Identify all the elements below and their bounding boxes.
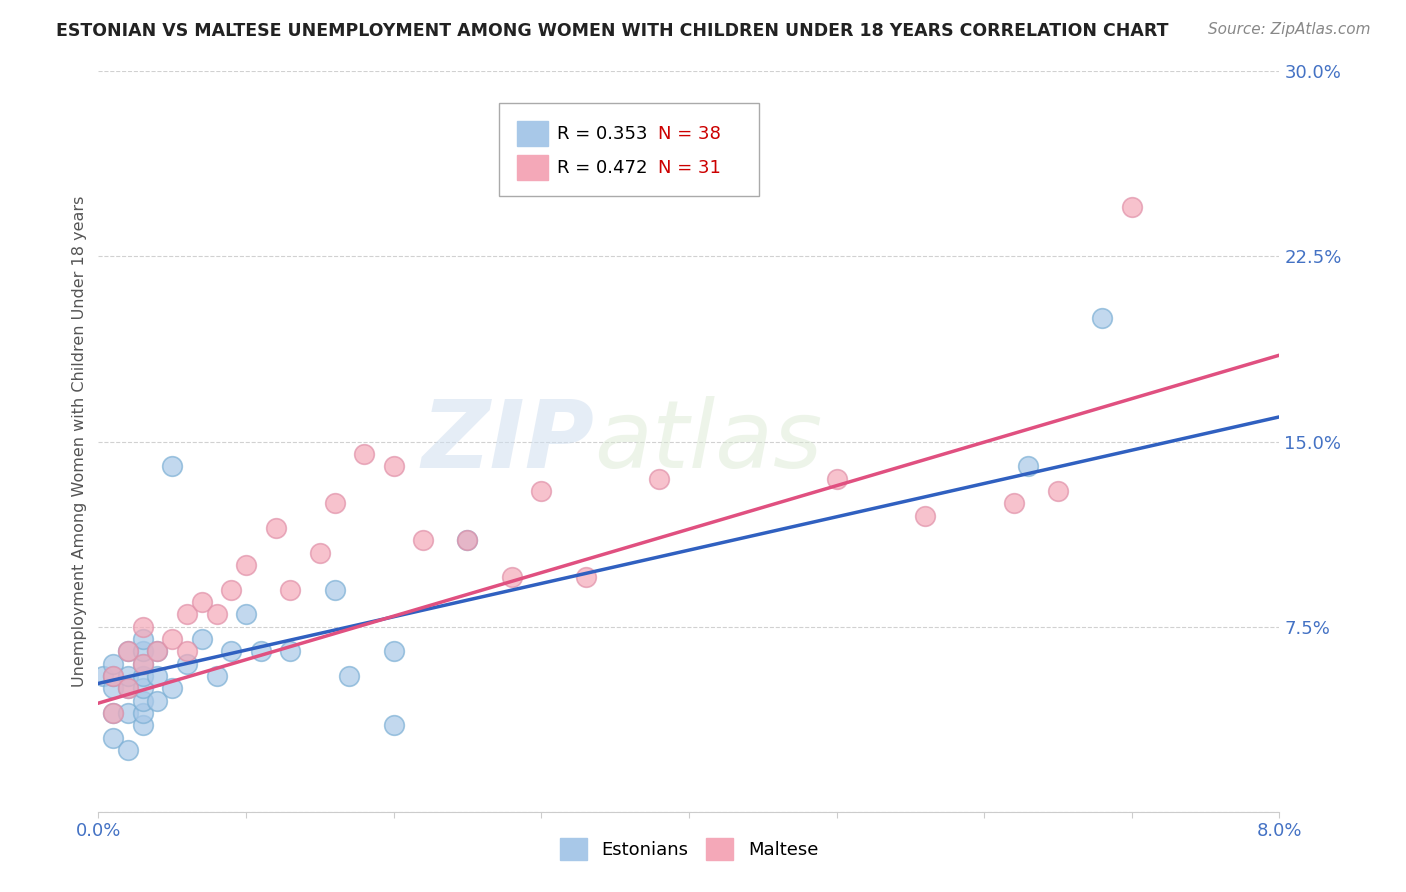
Point bbox=[575, 570, 598, 584]
Text: N = 38: N = 38 bbox=[658, 125, 721, 143]
Point bbox=[132, 657, 155, 671]
Point bbox=[382, 459, 405, 474]
Text: atlas: atlas bbox=[595, 396, 823, 487]
Point bbox=[162, 681, 183, 696]
Point bbox=[117, 681, 139, 696]
Point bbox=[132, 681, 155, 696]
Point bbox=[191, 632, 214, 646]
Point bbox=[353, 447, 375, 461]
Point bbox=[117, 669, 139, 683]
Point bbox=[323, 496, 346, 510]
Point bbox=[146, 694, 169, 708]
Point bbox=[530, 483, 553, 498]
Point bbox=[146, 644, 169, 658]
Y-axis label: Unemployment Among Women with Children Under 18 years: Unemployment Among Women with Children U… bbox=[72, 196, 87, 687]
Point bbox=[132, 657, 155, 671]
Point bbox=[1091, 311, 1114, 326]
Point bbox=[132, 632, 155, 646]
Point bbox=[412, 533, 434, 548]
Point bbox=[117, 706, 139, 720]
Text: N = 31: N = 31 bbox=[658, 159, 721, 177]
Point bbox=[1046, 483, 1070, 498]
Point bbox=[146, 644, 169, 658]
Legend: Estonians, Maltese: Estonians, Maltese bbox=[551, 830, 827, 870]
Point bbox=[117, 644, 139, 658]
Point bbox=[457, 533, 479, 548]
Point bbox=[146, 669, 169, 683]
Point bbox=[221, 582, 243, 597]
Text: R = 0.353: R = 0.353 bbox=[557, 125, 647, 143]
Point bbox=[103, 669, 125, 683]
Point bbox=[280, 582, 302, 597]
Point bbox=[235, 558, 257, 572]
Point bbox=[117, 644, 139, 658]
Point bbox=[132, 619, 155, 633]
Point bbox=[103, 669, 125, 683]
Point bbox=[235, 607, 257, 622]
Point bbox=[1002, 496, 1025, 510]
Point bbox=[162, 632, 183, 646]
Point bbox=[132, 706, 155, 720]
Text: ZIP: ZIP bbox=[422, 395, 595, 488]
Point bbox=[825, 471, 848, 485]
Point bbox=[117, 743, 139, 757]
Point bbox=[132, 644, 155, 658]
Point bbox=[250, 644, 273, 658]
Point bbox=[103, 657, 125, 671]
Point bbox=[501, 570, 523, 584]
Point bbox=[162, 459, 183, 474]
Point bbox=[176, 644, 198, 658]
Point bbox=[457, 533, 479, 548]
Point bbox=[103, 731, 125, 745]
Text: R = 0.472: R = 0.472 bbox=[557, 159, 647, 177]
Point bbox=[191, 595, 214, 609]
Point bbox=[103, 681, 125, 696]
Point bbox=[103, 706, 125, 720]
Point bbox=[132, 718, 155, 732]
Point bbox=[221, 644, 243, 658]
Point bbox=[91, 669, 114, 683]
Point bbox=[205, 669, 228, 683]
Point bbox=[117, 681, 139, 696]
Point bbox=[132, 694, 155, 708]
Text: ESTONIAN VS MALTESE UNEMPLOYMENT AMONG WOMEN WITH CHILDREN UNDER 18 YEARS CORREL: ESTONIAN VS MALTESE UNEMPLOYMENT AMONG W… bbox=[56, 22, 1168, 40]
Point bbox=[1018, 459, 1040, 474]
Point bbox=[132, 669, 155, 683]
Point bbox=[1121, 200, 1143, 214]
Point bbox=[382, 718, 405, 732]
Point bbox=[205, 607, 228, 622]
Point bbox=[280, 644, 302, 658]
Point bbox=[176, 607, 198, 622]
Point bbox=[103, 706, 125, 720]
Text: Source: ZipAtlas.com: Source: ZipAtlas.com bbox=[1208, 22, 1371, 37]
Point bbox=[176, 657, 198, 671]
Point bbox=[309, 546, 332, 560]
Point bbox=[339, 669, 361, 683]
Point bbox=[264, 521, 287, 535]
Point bbox=[323, 582, 346, 597]
Point bbox=[914, 508, 936, 523]
Point bbox=[382, 644, 405, 658]
Point bbox=[648, 471, 671, 485]
